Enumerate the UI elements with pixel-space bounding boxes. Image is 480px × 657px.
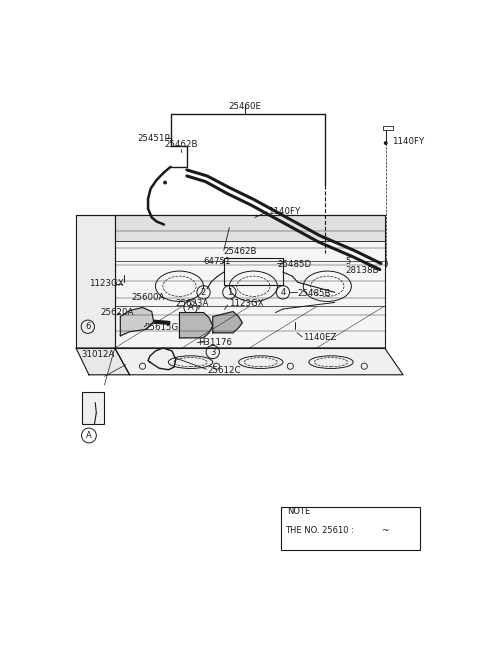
Text: 25460E: 25460E	[228, 102, 262, 111]
Polygon shape	[213, 311, 242, 333]
Polygon shape	[335, 272, 379, 302]
Text: 28138B: 28138B	[346, 265, 379, 275]
Text: 1: 1	[371, 526, 376, 535]
Text: 1140EZ: 1140EZ	[303, 333, 336, 342]
Text: 1140FY: 1140FY	[392, 137, 424, 146]
Text: 1: 1	[227, 288, 232, 297]
Circle shape	[384, 141, 388, 145]
Text: THE NO. 25610 :: THE NO. 25610 :	[285, 526, 354, 535]
Bar	[384, 126, 393, 131]
Polygon shape	[115, 215, 384, 348]
Text: 5: 5	[345, 258, 350, 267]
Text: 2: 2	[201, 288, 206, 297]
Text: 25485B: 25485B	[298, 289, 331, 298]
Text: A: A	[188, 303, 193, 312]
Text: 25451P: 25451P	[137, 134, 169, 143]
Text: A: A	[86, 431, 92, 440]
Text: 6: 6	[85, 322, 91, 331]
Text: 1123GX: 1123GX	[89, 279, 123, 288]
Text: 25612C: 25612C	[207, 366, 240, 375]
Polygon shape	[115, 348, 403, 374]
Text: 25600A: 25600A	[132, 293, 165, 302]
Text: 25462B: 25462B	[224, 247, 257, 256]
Text: 1123GX: 1123GX	[228, 300, 263, 308]
Text: NOTE: NOTE	[288, 507, 311, 516]
Text: 1140FY: 1140FY	[268, 208, 300, 216]
Text: ~: ~	[381, 526, 388, 535]
Bar	[122, 271, 130, 275]
Polygon shape	[180, 313, 213, 338]
Text: 25485D: 25485D	[277, 260, 312, 269]
Text: H31176: H31176	[198, 338, 232, 348]
Circle shape	[293, 329, 297, 332]
Bar	[281, 507, 420, 551]
Text: 25462B: 25462B	[165, 139, 198, 148]
Text: 25623A: 25623A	[176, 300, 209, 308]
Circle shape	[253, 215, 257, 219]
Text: 64751: 64751	[204, 258, 231, 267]
Circle shape	[122, 282, 126, 286]
Polygon shape	[120, 307, 154, 336]
Polygon shape	[76, 215, 115, 348]
Text: 25620A: 25620A	[100, 308, 133, 317]
Text: 4: 4	[280, 288, 286, 297]
Polygon shape	[76, 348, 130, 374]
Text: 6: 6	[393, 526, 398, 535]
Circle shape	[221, 309, 225, 313]
Polygon shape	[115, 215, 384, 240]
Text: 31012A: 31012A	[82, 350, 115, 359]
Circle shape	[163, 181, 167, 185]
Text: 25615G: 25615G	[144, 323, 179, 332]
Text: 3: 3	[210, 348, 216, 357]
Bar	[82, 392, 105, 424]
Polygon shape	[277, 284, 296, 299]
